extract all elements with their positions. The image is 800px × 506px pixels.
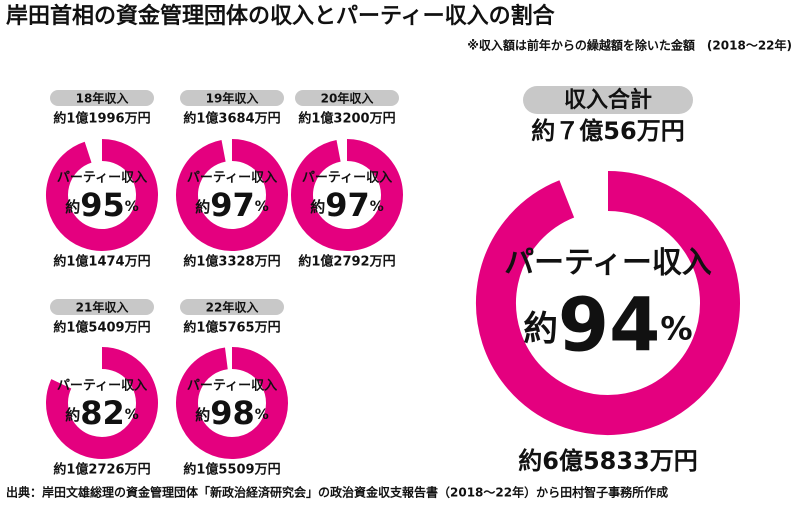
percent-text: 約98% [195, 394, 269, 432]
percent-text: 約94% [523, 284, 692, 369]
party-income: 約1億3328万円 [183, 254, 280, 270]
donut-arc [476, 171, 740, 435]
percent-text: 約97% [195, 186, 269, 224]
unit: % [125, 199, 139, 215]
header: 19年収入 [206, 91, 259, 106]
header-pill [523, 86, 693, 114]
prefix: 約 [310, 198, 325, 216]
percent-value: 94 [558, 284, 660, 369]
party-income: 約1億2792万円 [298, 254, 395, 270]
header-pill [295, 90, 399, 106]
header: 21年収入 [76, 300, 129, 315]
total: 約1億5409万円 [53, 320, 150, 336]
percent-text: 約97% [310, 186, 384, 224]
party-income: 約1億5509万円 [183, 462, 280, 478]
inner-label: パーティー収入 [57, 379, 147, 394]
prefix: 約 [65, 406, 80, 424]
prefix: 約 [523, 309, 558, 349]
percent-value: 98 [210, 394, 255, 432]
percent-value: 95 [80, 186, 125, 224]
inner-label: パーティー収入 [504, 245, 712, 280]
unit: % [370, 199, 384, 215]
party-income: 約6億5833万円 [518, 447, 698, 475]
source: 出典：岸田文雄総理の資金管理団体「新政治経済研究会」の政治資金収支報告書（201… [6, 485, 668, 500]
header: 収入合計 [564, 87, 652, 113]
donut-arc [291, 139, 403, 251]
inner-label: パーティー収入 [57, 171, 147, 186]
total: 約1億3200万円 [298, 111, 395, 127]
header-pill [50, 299, 154, 315]
inner-label: パーティー収入 [302, 171, 392, 186]
prefix: 約 [65, 198, 80, 216]
header: 22年収入 [206, 300, 259, 315]
total: 約1億1996万円 [53, 111, 150, 127]
percent-value: 97 [210, 186, 255, 224]
inner-label: パーティー収入 [187, 379, 277, 394]
percent-text: 約95% [65, 186, 139, 224]
header-pill [180, 299, 284, 315]
unit: % [255, 407, 269, 423]
donut-arc [176, 347, 288, 459]
header: 18年収入 [76, 91, 129, 106]
header-pill [180, 90, 284, 106]
note: ※収入額は前年からの繰越額を除いた金額 (2018～22年) [467, 38, 792, 53]
donut-arc [46, 139, 158, 251]
inner-label: パーティー収入 [187, 171, 277, 186]
total: 約1億5765万円 [183, 320, 280, 336]
percent-value: 97 [325, 186, 370, 224]
total: 約1億3684万円 [183, 111, 280, 127]
prefix: 約 [195, 406, 210, 424]
party-income: 約1億1474万円 [53, 254, 150, 270]
donut-arc [176, 139, 288, 251]
header-pill [50, 90, 154, 106]
title: 岸田首相の資金管理団体の収入とパーティー収入の割合 [6, 3, 556, 29]
percent-value: 82 [80, 394, 125, 432]
unit: % [125, 407, 139, 423]
percent-text: 約82% [65, 394, 139, 432]
unit: % [255, 199, 269, 215]
header: 20年収入 [321, 91, 374, 106]
total: 約７億56万円 [531, 117, 684, 145]
donut-arc [46, 347, 158, 459]
prefix: 約 [195, 198, 210, 216]
unit: % [660, 310, 692, 348]
party-income: 約1億2726万円 [53, 462, 150, 478]
